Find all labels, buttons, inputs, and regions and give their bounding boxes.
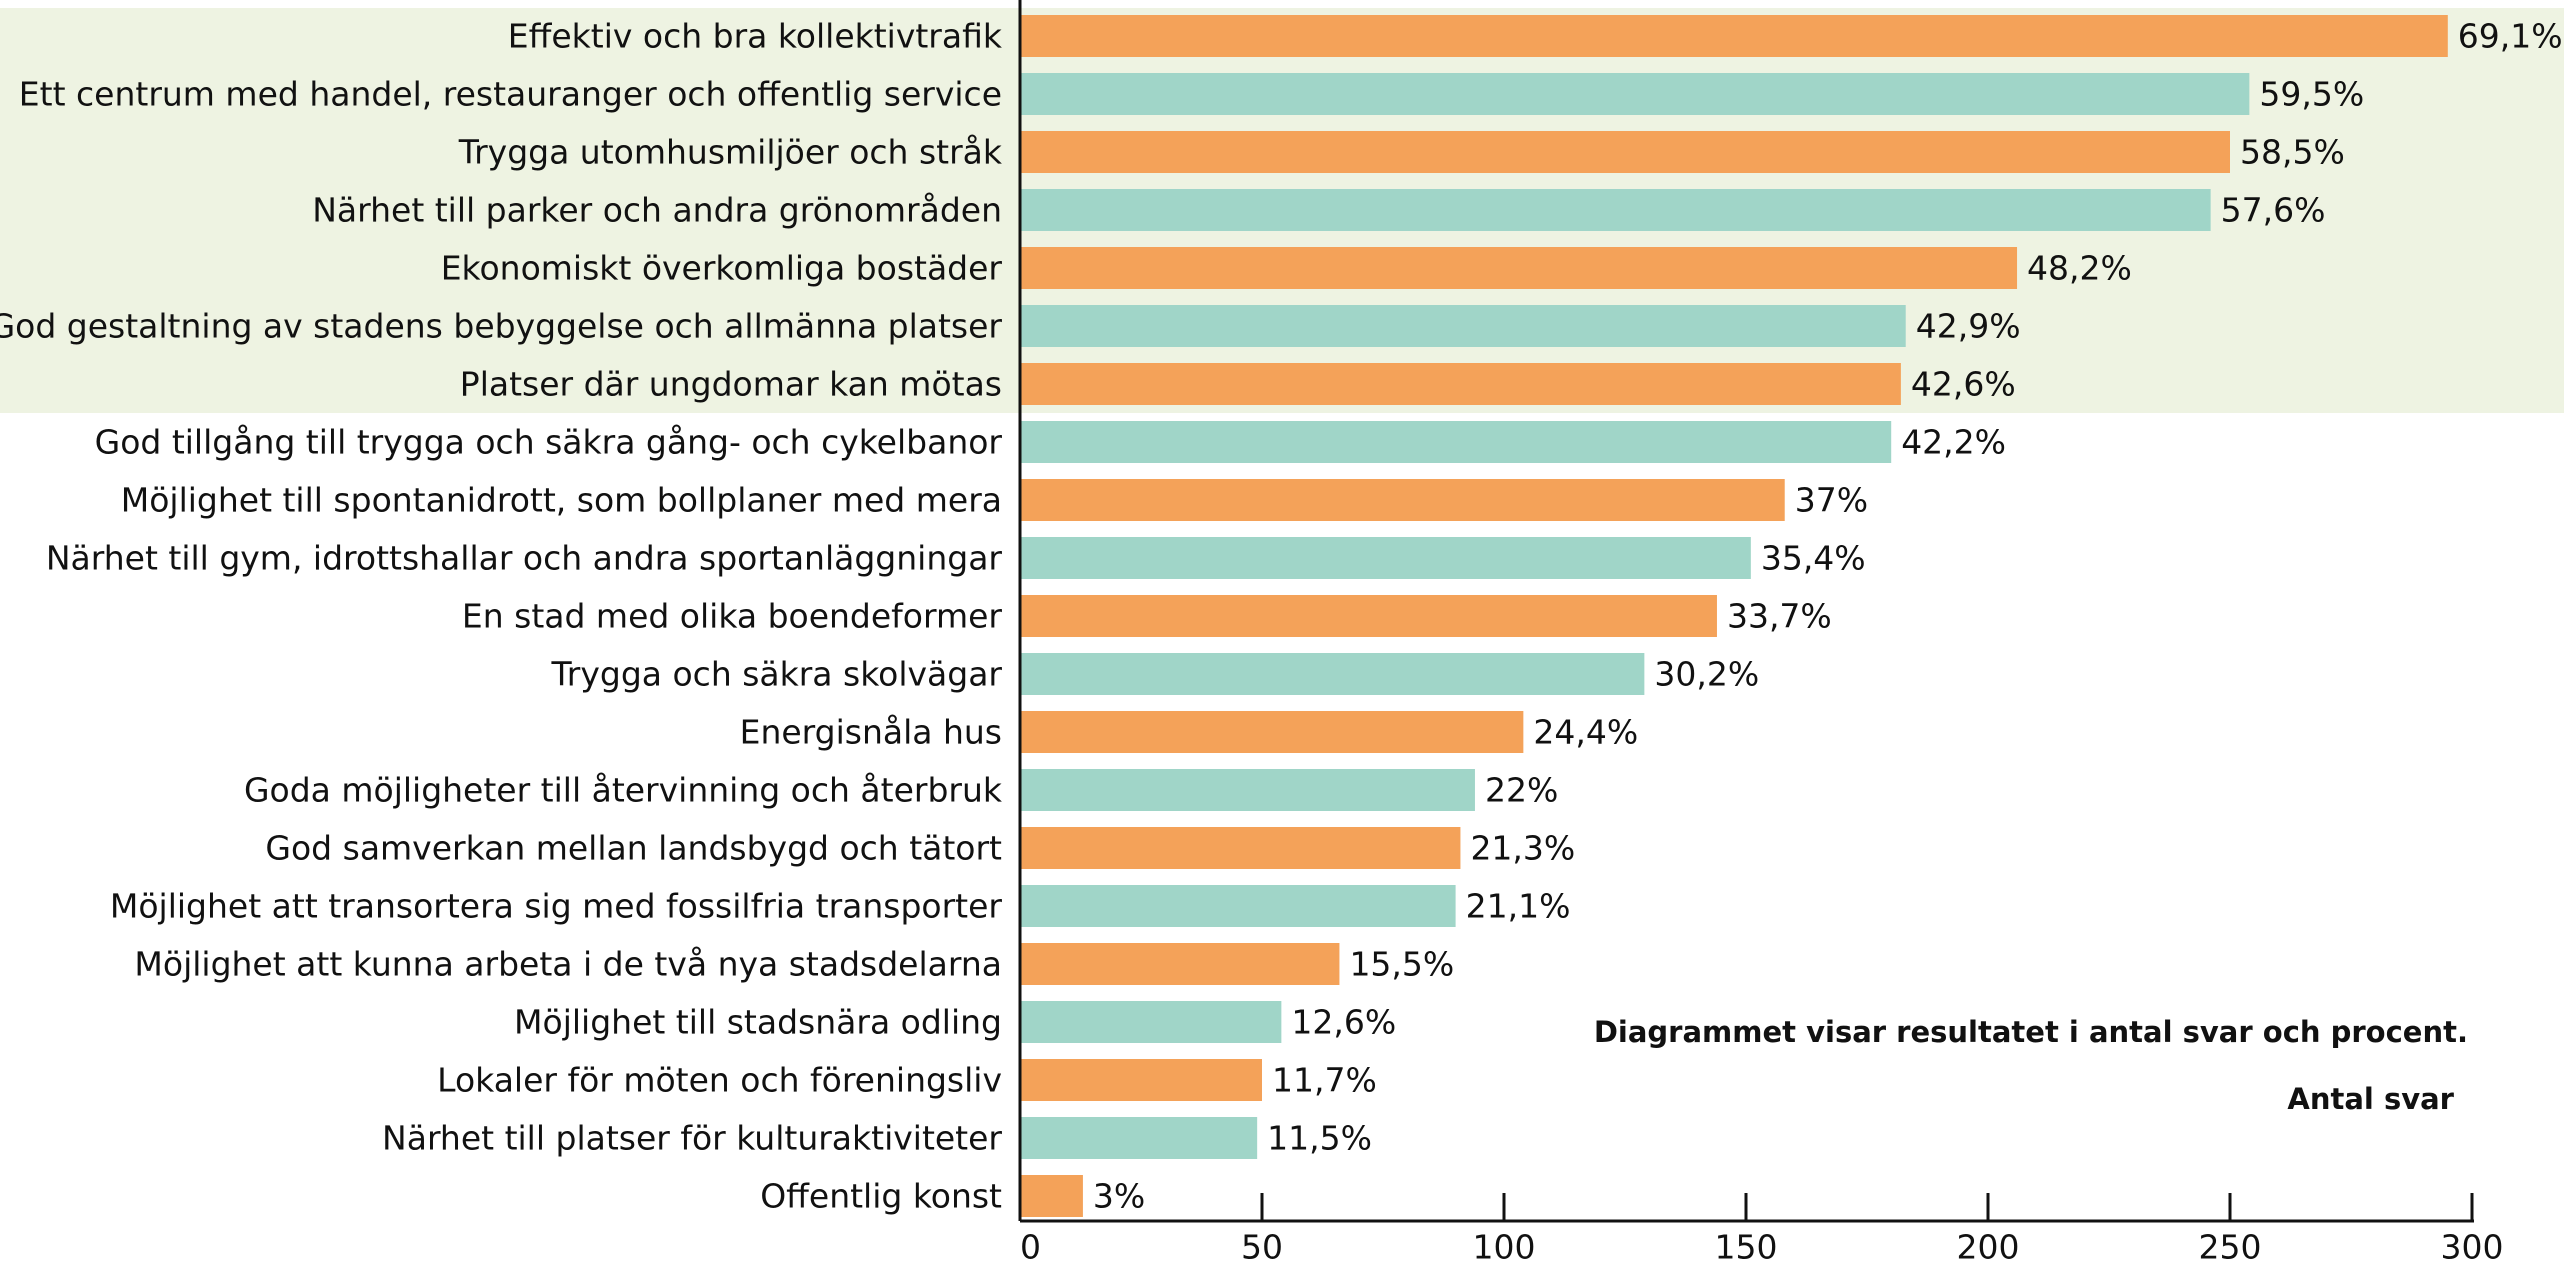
category-label: God gestaltning av stadens bebyggelse oc…: [0, 307, 1002, 346]
value-label: 42,9%: [1916, 307, 2021, 346]
value-label: 37%: [1795, 481, 1868, 520]
bar: [1020, 15, 2448, 57]
x-axis-label: Antal svar: [2287, 1082, 2454, 1116]
value-label: 42,6%: [1911, 365, 2016, 404]
value-label: 11,7%: [1272, 1061, 1377, 1100]
category-label: Ett centrum med handel, restauranger och…: [19, 75, 1002, 114]
category-label: Möjlighet att transortera sig med fossil…: [110, 887, 1003, 926]
category-label: Ekonomiskt överkomliga bostäder: [441, 249, 1003, 288]
category-label: Platser där ungdomar kan mötas: [460, 365, 1002, 404]
bar: [1020, 305, 1906, 347]
value-label: 58,5%: [2240, 133, 2345, 172]
x-tick-label: 150: [1715, 1228, 1778, 1266]
value-label: 22%: [1485, 771, 1558, 810]
bar: [1020, 1117, 1258, 1159]
value-label: 59,5%: [2259, 75, 2364, 114]
bar: [1020, 247, 2018, 289]
annotation: Diagrammet visar resultatet i antal svar…: [1594, 1015, 2468, 1049]
category-label: Möjlighet till spontanidrott, som bollpl…: [121, 481, 1002, 520]
bar: [1020, 943, 1340, 985]
bar: [1020, 711, 1524, 753]
category-label: Energisnåla hus: [740, 713, 1002, 752]
category-label: Möjlighet att kunna arbeta i de två nya …: [134, 945, 1002, 984]
bar: [1020, 769, 1475, 811]
value-label: 12,6%: [1291, 1003, 1396, 1042]
category-label: Lokaler för möten och föreningsliv: [437, 1061, 1002, 1100]
value-label: 24,4%: [1533, 713, 1638, 752]
category-label: Närhet till gym, idrottshallar och andra…: [46, 539, 1003, 578]
value-label: 21,1%: [1466, 887, 1571, 926]
category-label: Närhet till parker och andra grönområden: [312, 191, 1002, 230]
category-label: God tillgång till trygga och säkra gång-…: [95, 423, 1003, 462]
bar: [1020, 885, 1456, 927]
bar: [1020, 421, 1892, 463]
bar: [1020, 189, 2211, 231]
bar: [1020, 1059, 1262, 1101]
value-label: 3%: [1093, 1177, 1145, 1216]
value-label: 35,4%: [1761, 539, 1866, 578]
value-label: 33,7%: [1727, 597, 1832, 636]
value-label: 15,5%: [1349, 945, 1454, 984]
bar: [1020, 653, 1645, 695]
category-label: En stad med olika boendeformer: [462, 597, 1003, 636]
value-label: 48,2%: [2027, 249, 2132, 288]
bar: [1020, 131, 2230, 173]
bar: [1020, 73, 2250, 115]
category-label: Trygga och säkra skolvägar: [550, 655, 1002, 694]
bar: [1020, 595, 1717, 637]
value-label: 69,1%: [2458, 17, 2563, 56]
x-tick-label: 50: [1241, 1228, 1283, 1266]
x-tick-label: 100: [1473, 1228, 1536, 1266]
x-tick-label: 200: [1957, 1228, 2020, 1266]
value-label: 42,2%: [1901, 423, 2006, 462]
bar: [1020, 363, 1901, 405]
value-label: 57,6%: [2221, 191, 2326, 230]
value-label: 11,5%: [1267, 1119, 1372, 1158]
x-tick-label: 0: [1020, 1228, 1041, 1266]
x-tick-label: 250: [2199, 1228, 2262, 1266]
category-label: Trygga utomhusmiljöer och stråk: [458, 133, 1003, 172]
category-label: Offentlig konst: [760, 1177, 1002, 1216]
category-label: Effektiv och bra kollektivtrafik: [508, 17, 1003, 56]
bar: [1020, 1001, 1282, 1043]
bar: [1020, 1175, 1083, 1217]
bar: [1020, 537, 1751, 579]
category-label: Närhet till platser för kulturaktivitete…: [382, 1119, 1002, 1158]
category-label: Goda möjligheter till återvinning och åt…: [244, 771, 1003, 810]
bar: [1020, 479, 1785, 521]
category-label: God samverkan mellan landsbygd och tätor…: [265, 829, 1002, 868]
bar: [1020, 827, 1461, 869]
value-label: 21,3%: [1470, 829, 1575, 868]
value-label: 30,2%: [1654, 655, 1759, 694]
x-tick-label: 300: [2441, 1228, 2504, 1266]
category-label: Möjlighet till stadsnära odling: [514, 1003, 1002, 1042]
